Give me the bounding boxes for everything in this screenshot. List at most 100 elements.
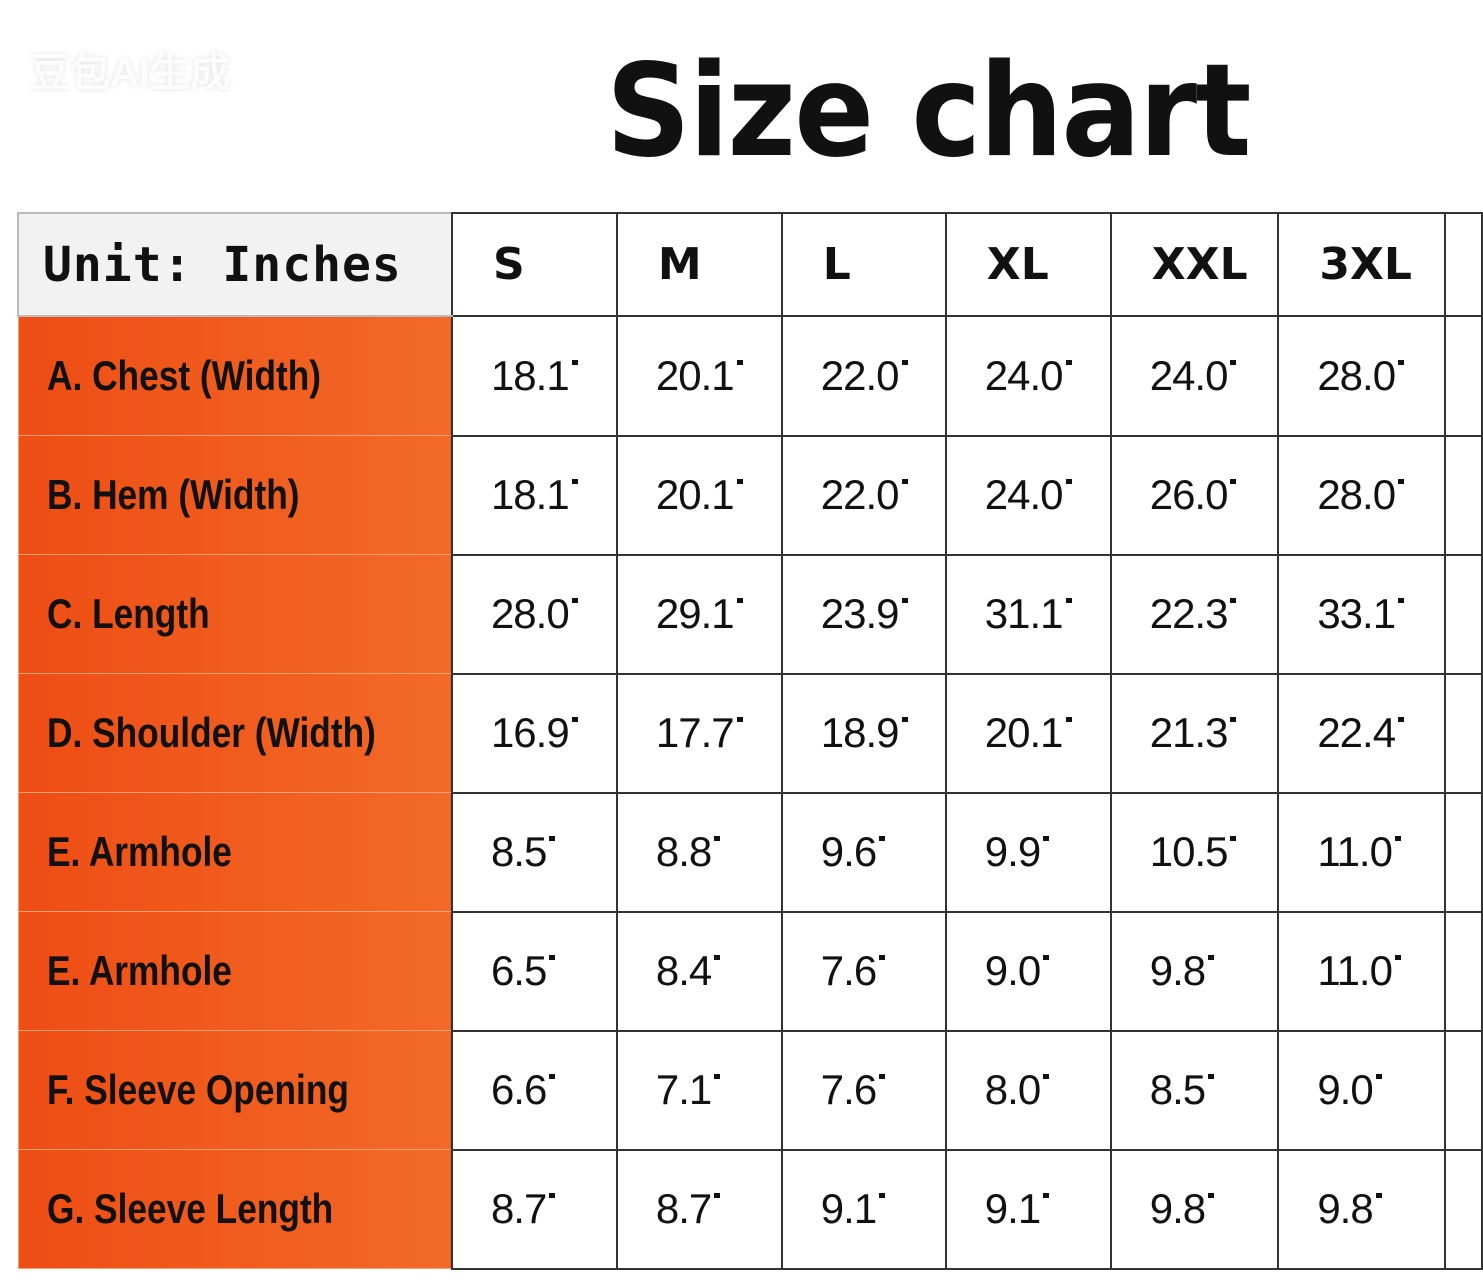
inch-mark-icon [571,359,578,365]
inch-mark-icon [1394,836,1401,841]
size-value-cell: 24.0 [944,315,1112,437]
inch-mark-icon [1208,1193,1215,1198]
inch-mark-icon [736,359,743,365]
size-header-m: M [615,212,783,317]
size-value-cell: 11.0 [1277,910,1446,1032]
size-header-xxl: XXL [1109,212,1280,317]
inch-mark-icon [1230,836,1237,841]
size-value-cell: 8.7 [450,1148,618,1270]
size-value-cell: 11.0 [1277,791,1446,913]
measurement-label-cell: E. Armhole [17,792,453,912]
size-value-cell: 9.0 [944,910,1112,1032]
size-value-cell: 8.5 [450,791,618,913]
size-value-cell: 9.0 [1277,1029,1446,1151]
size-value: 8.7 [490,1185,547,1232]
extra-cell [1443,1029,1483,1151]
measurement-label: E. Armhole [46,947,232,994]
extra-cell [1443,672,1483,794]
inch-mark-icon [1043,1193,1050,1198]
size-value: 9.6 [820,828,877,875]
table-row: A. Chest (Width) 18.1 20.1 22.0 24.0 24.0 28.0 [17,315,1483,437]
inch-mark-icon [1230,717,1237,722]
table-row: D. Shoulder (Width) 16.9 17.7 18.9 20.1 21.3 2… [17,672,1483,794]
size-value-cell: 9.1 [780,1148,947,1270]
extra-column [1443,212,1483,317]
size-value: 20.1 [984,709,1064,756]
inch-mark-icon [1230,598,1237,603]
inch-mark-icon [879,1193,886,1198]
size-value: 22.3 [1149,590,1229,637]
table-row: F. Sleeve Opening 6.6 7.1 7.6 8.0 8.5 9.0 [17,1029,1483,1151]
size-value: 28.0 [1317,471,1396,518]
inch-mark-icon [1375,1074,1382,1079]
measurement-label-cell: G. Sleeve Length [17,1149,453,1269]
inch-mark-icon [1394,955,1401,960]
inch-mark-icon [1208,1074,1215,1079]
size-value: 16.9 [490,709,570,756]
table-row: E. Armhole 8.5 8.8 9.6 9.9 10.5 11.0 [17,791,1483,913]
size-value: 23.9 [820,590,900,637]
size-value-cell: 8.4 [615,910,783,1032]
size-value-cell: 22.4 [1277,672,1446,794]
size-value: 8.5 [1149,1066,1206,1113]
size-value: 22.4 [1317,709,1396,756]
size-value-cell: 18.9 [780,672,947,794]
size-value: 24.0 [984,351,1064,399]
inch-mark-icon [714,836,721,841]
extra-cell [1443,791,1483,913]
inch-mark-icon [736,717,743,722]
inch-mark-icon [736,479,743,484]
size-value: 24.0 [1149,351,1229,399]
inch-mark-icon [1043,836,1050,841]
extra-cell [1443,553,1483,675]
size-value-cell: 9.6 [780,791,947,913]
size-value: 8.0 [984,1066,1041,1113]
size-value: 18.9 [820,709,900,756]
inch-mark-icon [1043,955,1050,960]
size-value-cell: 28.0 [1277,315,1446,437]
size-value: 9.8 [1149,947,1206,994]
inch-mark-icon [1065,359,1072,365]
header-row: Unit: Inches S M L XL XXL 3XL [17,212,1483,317]
size-value-cell: 31.1 [944,553,1112,675]
size-value: 9.8 [1317,1185,1373,1232]
measurement-label-cell: F. Sleeve Opening [17,1030,453,1150]
size-value: 28.0 [1317,351,1396,399]
inch-mark-icon [901,359,908,365]
measurement-label: A. Chest (Width) [46,352,321,399]
size-value: 21.3 [1149,709,1229,756]
inch-mark-icon [1398,479,1405,484]
table-row: E. Armhole 6.5 8.4 7.6 9.0 9.8 11.0 [17,910,1483,1032]
size-value: 22.0 [820,471,900,518]
extra-cell [1443,910,1483,1032]
size-value: 8.4 [655,947,712,994]
extra-cell [1443,315,1483,437]
inch-mark-icon [549,1074,556,1079]
size-value: 8.8 [655,828,712,875]
table-row: G. Sleeve Length 8.7 8.7 9.1 9.1 9.8 9.8 [17,1148,1483,1270]
size-value-cell: 33.1 [1277,553,1446,675]
inch-mark-icon [714,1074,721,1079]
size-value-cell: 9.8 [1277,1148,1446,1270]
size-value-cell: 20.1 [615,315,783,437]
size-value-cell: 16.9 [450,672,618,794]
size-value: 17.7 [655,709,735,756]
size-value: 7.6 [820,947,877,994]
inch-mark-icon [1398,717,1405,722]
size-value: 8.7 [655,1185,712,1232]
size-table: Unit: Inches S M L XL XXL 3XL A. Chest (Width… [17,212,1483,1270]
inch-mark-icon [901,479,908,484]
size-header-s: S [450,212,618,317]
inch-mark-icon [571,598,578,603]
inch-mark-icon [879,836,886,841]
size-value-cell: 9.8 [1109,1148,1280,1270]
inch-mark-icon [1375,1193,1382,1198]
size-value-cell: 29.1 [615,553,783,675]
measurement-label: D. Shoulder (Width) [46,709,376,756]
inch-mark-icon [571,717,578,722]
size-value: 9.0 [984,947,1041,994]
extra-cell [1443,434,1483,556]
table-row: B. Hem (Width) 18.1 20.1 22.0 24.0 26.0 28.0 [17,434,1483,556]
inch-mark-icon [714,1193,721,1198]
inch-mark-icon [1230,359,1237,365]
